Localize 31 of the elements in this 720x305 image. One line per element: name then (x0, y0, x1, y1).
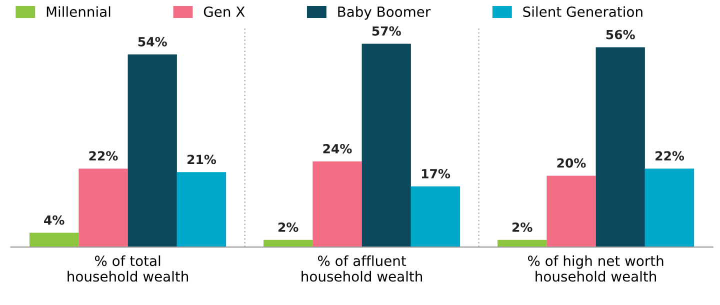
data-label: 21% (188, 154, 216, 164)
legend-label: Baby Boomer (338, 6, 431, 20)
bar (30, 232, 79, 248)
legend-label: Millennial (46, 6, 110, 18)
bar (176, 172, 226, 248)
x-tick-label: % of high net worth household wealth (528, 255, 664, 282)
bar (498, 240, 547, 248)
data-label: 4% (44, 215, 64, 225)
bar (596, 47, 645, 248)
data-label: 57% (372, 26, 401, 36)
data-label: 22% (656, 151, 684, 161)
bar (264, 240, 313, 248)
data-label: 56% (606, 30, 635, 40)
bar (410, 186, 460, 248)
data-label: 54% (138, 36, 167, 46)
bar (78, 168, 128, 248)
data-label: 22% (89, 151, 118, 161)
legend-label: Gen X (204, 6, 245, 18)
bar (128, 54, 177, 248)
data-label: 20% (557, 158, 586, 168)
data-label: 17% (422, 168, 450, 178)
legend-label: Silent Generation (523, 6, 642, 18)
data-label: 24% (323, 144, 352, 154)
bar (546, 176, 596, 248)
bar (362, 44, 411, 248)
bar (644, 168, 694, 248)
x-tick-label: % of affluent household wealth (302, 255, 422, 282)
x-tick-label: % of total household wealth (68, 255, 188, 282)
bar (312, 161, 362, 248)
data-label: 2% (512, 222, 532, 232)
data-label: 2% (278, 222, 298, 232)
